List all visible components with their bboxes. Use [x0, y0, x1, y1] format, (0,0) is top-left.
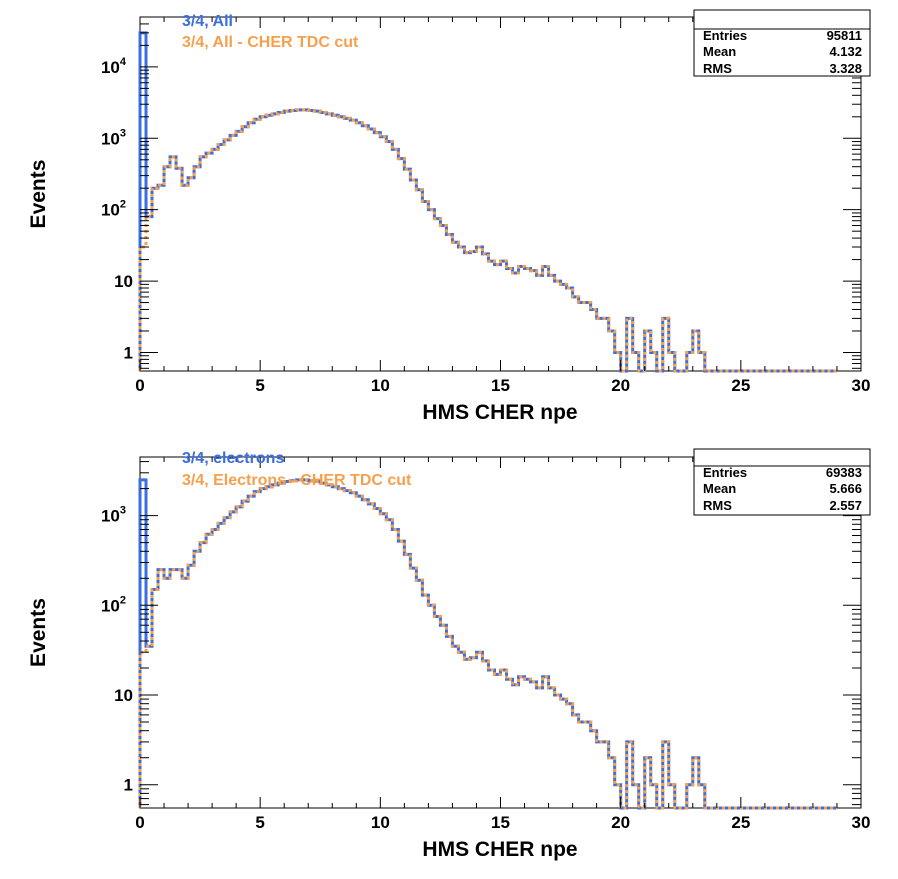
x-tick-label: 0 [135, 813, 144, 832]
stats-label-rms: RMS [703, 498, 732, 513]
histogram-panel-top: 0 5 10 15 20 25 30 1 10 102 103 104 Events HMS CHER… [27, 9, 871, 424]
series-step-line-1 [138, 478, 837, 810]
histogram-marks [138, 31, 837, 373]
y-tick-label: 102 [101, 594, 126, 615]
y-tick-exponent: 3 [120, 505, 126, 517]
x-axis-label: HMS CHER npe [422, 838, 577, 861]
x-axis-label: HMS CHER npe [422, 401, 577, 424]
x-tick-label: 20 [611, 376, 630, 395]
y-tick-exponent: 4 [120, 56, 127, 68]
y-tick-label: 10 [114, 686, 133, 705]
legend-entry-series-1: 3/4, electrons [182, 450, 284, 467]
y-tick-exponent: 3 [120, 127, 126, 139]
x-tick-label: 25 [731, 376, 750, 395]
legend-entry-series-2: 3/4, All - CHER TDC cut [182, 34, 359, 51]
x-tick-label: 30 [852, 813, 871, 832]
y-tick-label: 103 [101, 127, 126, 148]
axis-ticks: 0 5 10 15 20 25 30 1 10 102 103 [101, 457, 871, 832]
histogram-marks [138, 478, 837, 810]
x-tick-label: 5 [255, 813, 264, 832]
x-tick-label: 30 [852, 376, 871, 395]
y-tick-exponent: 2 [120, 594, 126, 606]
stats-box-frame [693, 9, 871, 77]
stats-value-mean: 4.132 [829, 44, 862, 59]
y-axis-label: Events [27, 598, 50, 667]
y-tick-label: 1 [124, 343, 133, 362]
x-tick-label: 5 [255, 376, 264, 395]
legend-entry-series-2: 3/4, Electrons - CHER TDC cut [182, 472, 412, 489]
y-axis-label: Events [27, 160, 50, 229]
stats-box: Entries 69383 Mean 5.666 RMS 2.557 [693, 448, 871, 516]
series-step-line-2 [138, 478, 837, 810]
stats-label-entries: Entries [703, 28, 747, 43]
x-tick-label: 15 [491, 813, 510, 832]
stats-box-frame [693, 448, 871, 516]
legend-entry-series-1: 3/4, All [182, 13, 233, 30]
y-tick-label: 10 [114, 272, 133, 291]
histogram-panel-bottom: 0 5 10 15 20 25 30 1 10 102 103 Events HMS CHER np… [27, 448, 871, 861]
stats-value-mean: 5.666 [829, 481, 862, 496]
y-tick-label: 103 [101, 505, 126, 526]
axis-ticks: 0 5 10 15 20 25 30 1 10 102 103 104 [101, 16, 871, 395]
stats-label-mean: Mean [703, 481, 736, 496]
stats-label-entries: Entries [703, 465, 747, 480]
x-tick-label: 25 [731, 813, 750, 832]
x-tick-label: 10 [371, 376, 390, 395]
x-tick-label: 0 [135, 376, 144, 395]
y-tick-exponent: 2 [120, 199, 126, 211]
x-tick-label: 10 [371, 813, 390, 832]
stats-box: Entries 95811 Mean 4.132 RMS 3.328 [693, 9, 871, 77]
stats-value-rms: 3.328 [829, 61, 862, 76]
x-tick-label: 15 [491, 376, 510, 395]
stats-label-rms: RMS [703, 61, 732, 76]
stats-label-mean: Mean [703, 44, 736, 59]
x-tick-label: 20 [611, 813, 630, 832]
y-tick-label: 1 [124, 776, 133, 795]
y-tick-label: 104 [101, 56, 127, 77]
stats-value-rms: 2.557 [829, 498, 862, 513]
stats-value-entries: 95811 [827, 28, 862, 43]
y-tick-label: 102 [101, 199, 126, 220]
stats-value-entries: 69383 [826, 465, 862, 480]
series-step-line-2 [138, 108, 837, 373]
series-step-line-1 [138, 31, 837, 373]
